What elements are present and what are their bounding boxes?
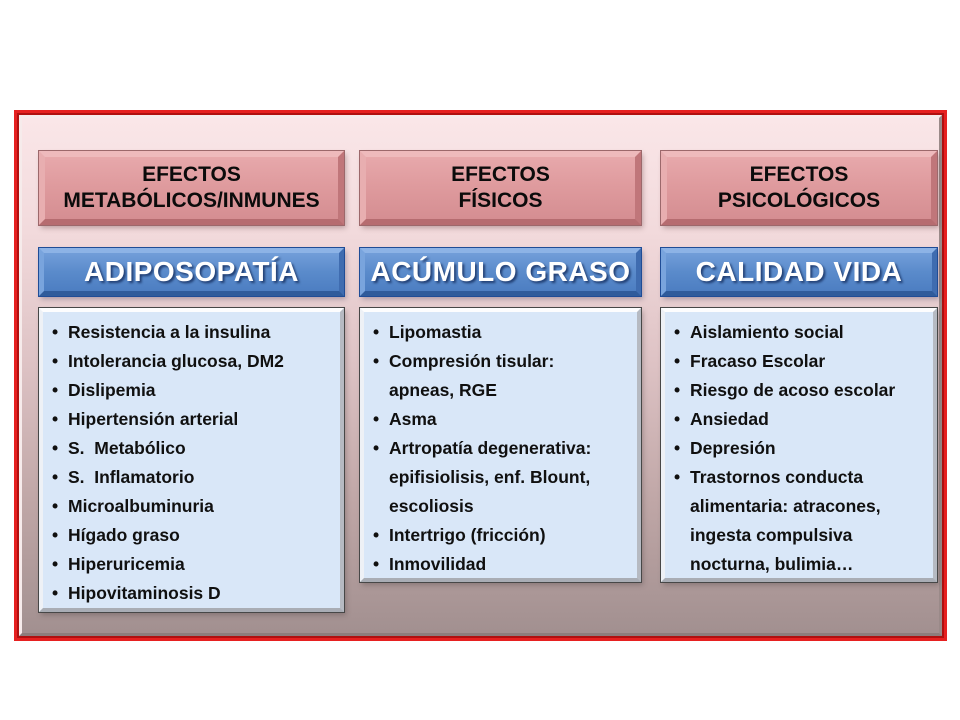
list-item-text: Fracaso Escolar <box>690 351 826 371</box>
list-item-text: Intertrigo (fricción) <box>389 525 546 545</box>
list-item: • Fracaso Escolar <box>665 347 931 376</box>
list-item-text: Resistencia a la insulina <box>68 322 271 342</box>
list-item: apneas, RGE <box>364 376 635 405</box>
effects-list-metabolic: • Resistencia a la insulina • Intolerancia … <box>39 308 344 612</box>
list-item: escoliosis <box>364 492 635 521</box>
list-item-text: S. Inflamatorio <box>68 467 195 487</box>
list-item-text: apneas, RGE <box>389 380 497 400</box>
list-item-text: S. Metabólico <box>68 438 186 458</box>
bullet-icon: • <box>52 380 59 400</box>
bullet-icon: • <box>674 380 681 400</box>
bullet-icon: • <box>52 409 59 429</box>
list-item: alimentaria: atracones, <box>665 492 931 521</box>
list-item: • Hipertensión arterial <box>43 405 338 434</box>
list-item-text: Compresión tisular: <box>389 351 555 371</box>
bullet-icon: • <box>674 467 681 487</box>
bullet-icon: • <box>52 554 59 574</box>
list-item: • Aislamiento social <box>665 318 931 347</box>
slide-frame-bevel: EFECTOS METABÓLICOS/INMUNES ADIPOSOPATÍA… <box>19 115 942 636</box>
bullet-icon: • <box>674 322 681 342</box>
mechanism-label-calidad-vida: CALIDAD VIDA <box>661 248 937 296</box>
bullet-icon: • <box>674 351 681 371</box>
list-item: • Lipomastia <box>364 318 635 347</box>
list-item-text: Aislamiento social <box>690 322 844 342</box>
bullet-icon: • <box>373 409 380 429</box>
list-item-text: Hígado graso <box>68 525 180 545</box>
list-item-text: nocturna, bulimia… <box>690 554 854 574</box>
bullet-icon: • <box>52 467 59 487</box>
list-item-text: alimentaria: atracones, <box>690 496 881 516</box>
list-item: • Hiperuricemia <box>43 550 338 579</box>
list-item: epifisiolisis, enf. Blount, <box>364 463 635 492</box>
list-item-text: Intolerancia glucosa, DM2 <box>68 351 284 371</box>
list-item-text: Trastornos conducta <box>690 467 864 487</box>
list-item: • Compresión tisular: <box>364 347 635 376</box>
list-item-text: Artropatía degenerativa: <box>389 438 592 458</box>
mechanism-label-acumulo-graso: ACÚMULO GRASO <box>360 248 641 296</box>
list-item: • Microalbuminuria <box>43 492 338 521</box>
bullet-icon: • <box>373 322 380 342</box>
bullet-icon: • <box>52 322 59 342</box>
slide-frame: EFECTOS METABÓLICOS/INMUNES ADIPOSOPATÍA… <box>17 113 944 638</box>
list-item: • Artropatía degenerativa: <box>364 434 635 463</box>
list-item-text: Depresión <box>690 438 776 458</box>
list-item: • Depresión <box>665 434 931 463</box>
list-item: • Hígado graso <box>43 521 338 550</box>
list-item: • Asma <box>364 405 635 434</box>
list-item: • Intolerancia glucosa, DM2 <box>43 347 338 376</box>
list-item-text: Lipomastia <box>389 322 482 342</box>
bullet-icon: • <box>373 554 380 574</box>
list-item: • Resistencia a la insulina <box>43 318 338 347</box>
column-psychological: EFECTOS PSICOLÓGICOS CALIDAD VIDA • Aisla… <box>661 151 937 582</box>
list-item: • Riesgo de acoso escolar <box>665 376 931 405</box>
list-item-text: Microalbuminuria <box>68 496 214 516</box>
bullet-icon: • <box>373 525 380 545</box>
bullet-icon: • <box>373 351 380 371</box>
list-item-text: ingesta compulsiva <box>690 525 853 545</box>
list-item-text: Inmovilidad <box>389 554 487 574</box>
list-item-text: Hipovitaminosis D <box>68 583 221 603</box>
list-item: • Intertrigo (fricción) <box>364 521 635 550</box>
effects-list-psychological: • Aislamiento social • Fracaso Escolar • Ries… <box>661 308 937 582</box>
list-item: • Hipovitaminosis D <box>43 579 338 608</box>
list-item-text: Ansiedad <box>690 409 769 429</box>
list-item: ingesta compulsiva <box>665 521 931 550</box>
bullet-icon: • <box>52 438 59 458</box>
list-item: • S. Inflamatorio <box>43 463 338 492</box>
bullet-icon: • <box>674 409 681 429</box>
list-item: • S. Metabólico <box>43 434 338 463</box>
list-item: • Ansiedad <box>665 405 931 434</box>
list-item: • Dislipemia <box>43 376 338 405</box>
list-item-text: Riesgo de acoso escolar <box>690 380 896 400</box>
list-item: nocturna, bulimia… <box>665 550 931 579</box>
category-header-psychological: EFECTOS PSICOLÓGICOS <box>661 151 937 225</box>
bullet-icon: • <box>52 496 59 516</box>
list-item-text: Hiperuricemia <box>68 554 185 574</box>
list-item-text: epifisiolisis, enf. Blount, <box>389 467 591 487</box>
category-header-physical: EFECTOS FÍSICOS <box>360 151 641 225</box>
column-physical: EFECTOS FÍSICOS ACÚMULO GRASO • Lipomasti… <box>360 151 641 582</box>
list-item-text: Asma <box>389 409 437 429</box>
bullet-icon: • <box>674 438 681 458</box>
category-header-metabolic: EFECTOS METABÓLICOS/INMUNES <box>39 151 344 225</box>
effects-list-physical: • Lipomastia • Compresión tisular: apneas, R… <box>360 308 641 582</box>
column-metabolic: EFECTOS METABÓLICOS/INMUNES ADIPOSOPATÍA… <box>39 151 344 612</box>
list-item-text: escoliosis <box>389 496 474 516</box>
list-item-text: Dislipemia <box>68 380 156 400</box>
bullet-icon: • <box>373 438 380 458</box>
list-item-text: Hipertensión arterial <box>68 409 239 429</box>
bullet-icon: • <box>52 525 59 545</box>
mechanism-label-adiposopatia: ADIPOSOPATÍA <box>39 248 344 296</box>
bullet-icon: • <box>52 583 59 603</box>
list-item: • Inmovilidad <box>364 550 635 579</box>
bullet-icon: • <box>52 351 59 371</box>
list-item: • Trastornos conducta <box>665 463 931 492</box>
